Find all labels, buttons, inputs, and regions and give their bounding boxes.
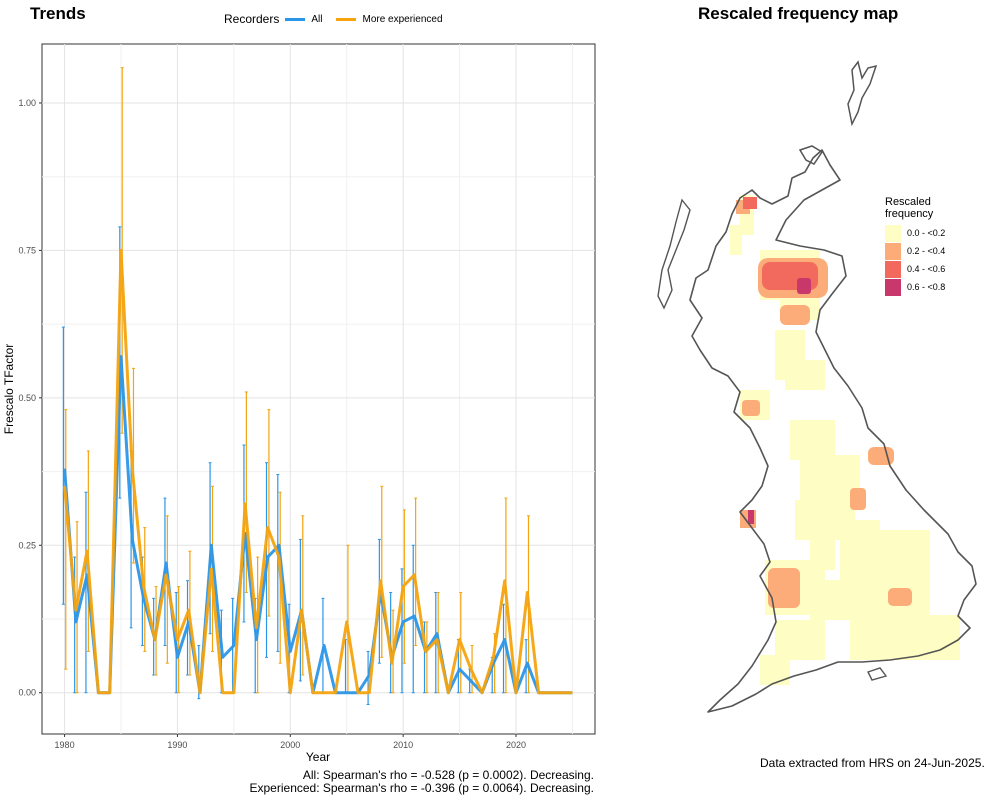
legend-title: Recorders — [224, 12, 280, 26]
plot-panel — [41, 43, 596, 735]
stat-experienced: Experienced: Spearman's rho = -0.396 (p … — [249, 781, 595, 795]
series-line-experienced — [63, 248, 573, 695]
chart-legend: Recorders All More experienced — [224, 12, 443, 26]
trends-chart: 1980 1990 2000 2010 2020 0.00 0.25 0.50 0.75 1.00… — [2, 43, 596, 764]
legend-swatch-all — [285, 17, 306, 21]
frequency-map — [657, 60, 977, 713]
y-tick-label: 0.25 — [18, 540, 36, 550]
x-tick-label: 2020 — [506, 740, 526, 750]
map-legend-label: 0.6 - <0.8 — [907, 282, 946, 292]
map-legend-item: 0.4 - <0.6 — [885, 260, 945, 278]
y-tick-label: 0.00 — [18, 688, 36, 698]
legend-swatch-experienced — [336, 17, 357, 21]
map-legend-item: 0.2 - <0.4 — [885, 242, 945, 260]
x-axis-label: Year — [306, 750, 330, 764]
map-legend-label: 0.0 - <0.2 — [907, 228, 946, 238]
trends-title: Trends — [30, 4, 86, 23]
x-tick-label: 1980 — [55, 740, 75, 750]
gb-outline — [689, 149, 977, 713]
map-legend: Rescaled frequency 0.0 - <0.2 0.2 - <0.4… — [885, 196, 945, 296]
map-legend-label: 0.2 - <0.4 — [907, 246, 946, 256]
series-lines — [63, 248, 573, 695]
map-legend-title-2: frequency — [885, 208, 934, 220]
map-legend-swatch — [885, 224, 901, 242]
x-tick-label: 2000 — [280, 740, 300, 750]
y-axis-label: Frescalo TFactor — [2, 344, 16, 434]
wight-outline — [867, 667, 888, 681]
map-title: Rescaled frequency map — [698, 4, 899, 23]
y-tick-label: 0.75 — [18, 245, 36, 255]
x-tick-label: 1990 — [167, 740, 187, 750]
y-tick-label: 1.00 — [18, 98, 36, 108]
legend-label-all: All — [311, 13, 323, 25]
map-legend-swatch — [885, 260, 901, 278]
map-legend-swatch — [885, 278, 901, 296]
orkney-outline — [798, 145, 824, 165]
map-legend-item: 0.0 - <0.2 — [885, 224, 945, 242]
stat-all: All: Spearman's rho = -0.528 (p = 0.0002… — [302, 768, 594, 782]
x-tick-label: 2010 — [393, 740, 413, 750]
map-cells — [730, 195, 960, 685]
hebrides-outline — [657, 198, 691, 310]
footer-note: Data extracted from HRS on 24-Jun-2025. — [760, 756, 985, 770]
map-legend-swatch — [885, 242, 901, 260]
shetland-outline — [847, 60, 878, 127]
axis-ticks: 1980 1990 2000 2010 2020 0.00 0.25 0.50 0.75 1.00 — [18, 98, 526, 750]
map-legend-item: 0.6 - <0.8 — [885, 278, 945, 296]
map-legend-label: 0.4 - <0.6 — [907, 264, 946, 274]
map-legend-title-1: Rescaled — [885, 196, 931, 208]
y-tick-label: 0.50 — [18, 393, 36, 403]
legend-label-experienced: More experienced — [362, 13, 443, 25]
